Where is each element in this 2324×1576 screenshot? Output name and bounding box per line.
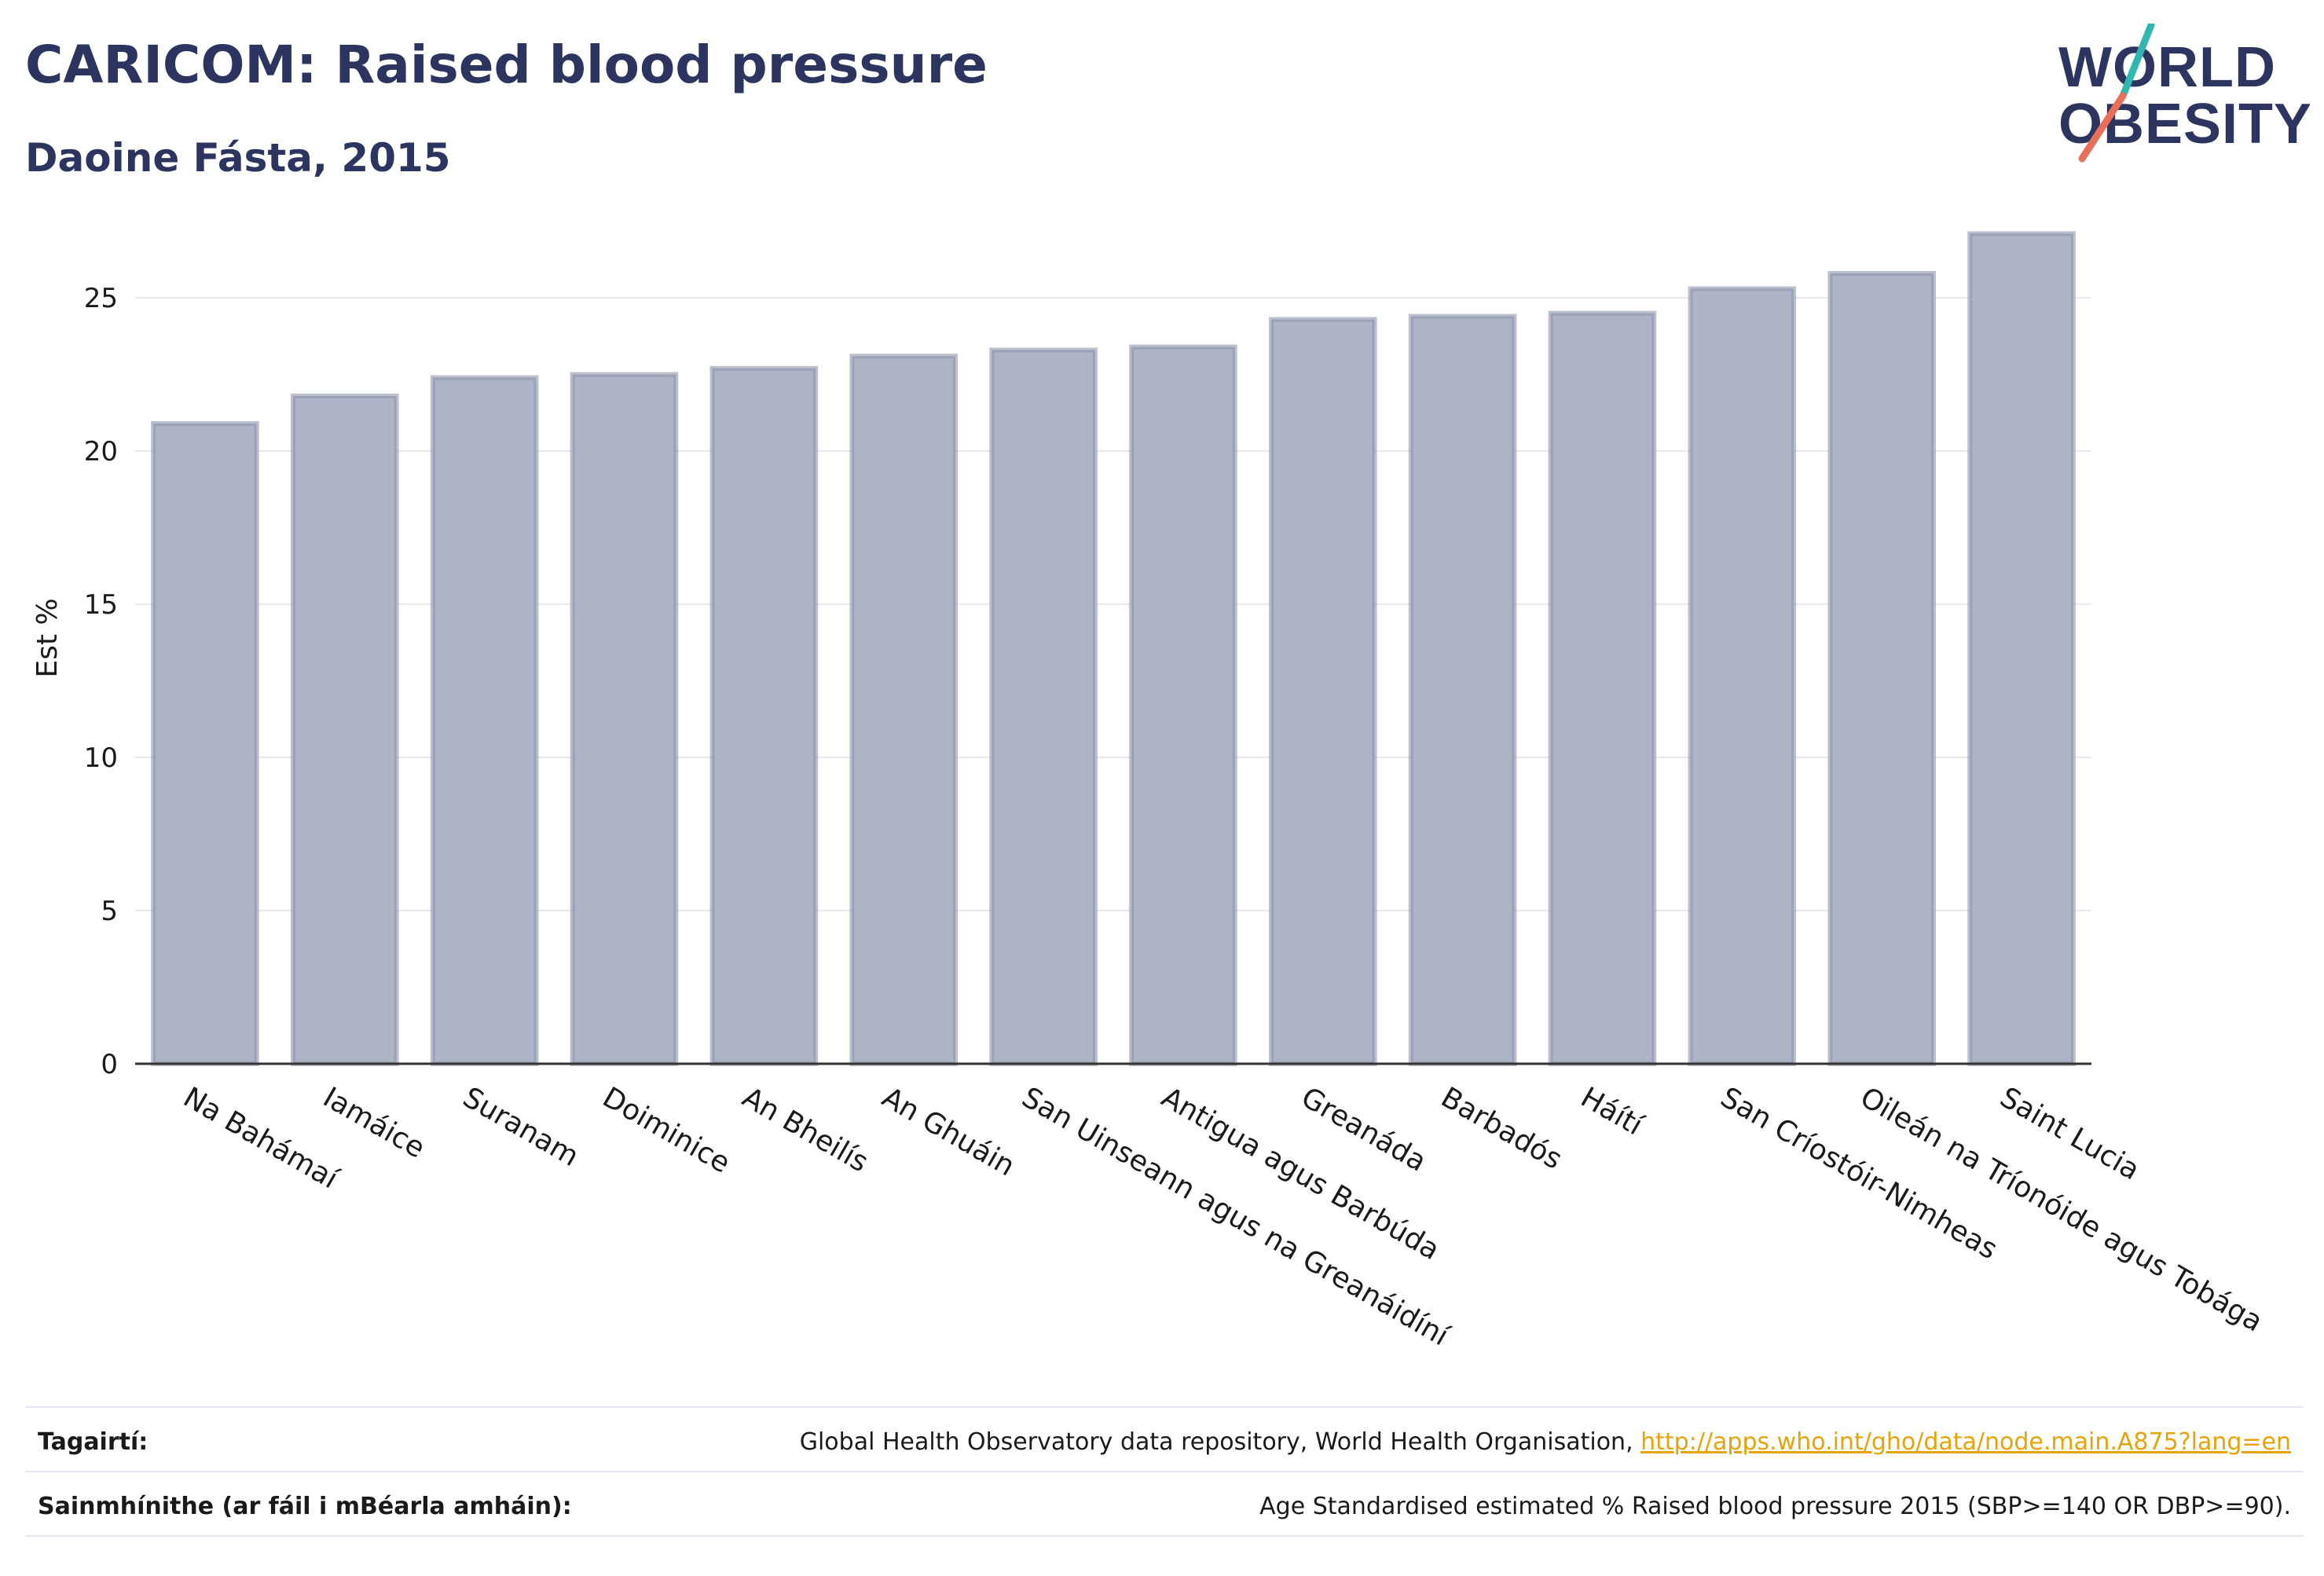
y-tick-label-5: 5: [101, 896, 118, 927]
y-tick-label-15: 15: [84, 589, 118, 621]
y-tick-label-25: 25: [84, 283, 118, 314]
bar-0: [151, 421, 259, 1066]
definitions-text: Age Standardised estimated % Raised bloo…: [1259, 1493, 2291, 1520]
footer-divider-middle: [25, 1471, 2304, 1472]
bar-4: [709, 365, 819, 1067]
bar-1: [290, 393, 399, 1066]
y-axis-label: Est %: [31, 598, 64, 677]
references-label: Tagairtí:: [38, 1428, 148, 1456]
bar-8: [1268, 317, 1377, 1067]
bar-11: [1688, 286, 1797, 1067]
y-tick-label-20: 20: [84, 436, 118, 467]
world-obesity-logo: WORLD OBESITY: [2058, 24, 2310, 163]
footer-divider-top: [25, 1406, 2304, 1408]
references-text: Global Health Observatory data repositor…: [799, 1428, 1641, 1456]
bar-3: [570, 372, 679, 1066]
x-tick-label-5: An Ghuáin: [877, 1081, 1021, 1182]
bar-2: [430, 375, 539, 1066]
bar-13: [1967, 231, 2076, 1067]
references-value: Global Health Observatory data repositor…: [800, 1428, 2291, 1456]
bar-5: [849, 354, 959, 1066]
bar-7: [1129, 344, 1237, 1066]
chart-subtitle: Daoine Fásta, 2015: [25, 135, 451, 181]
definitions-label: Sainmhínithe (ar fáil i mBéarla amháin):: [38, 1493, 572, 1520]
logo-text-world: WORLD: [2058, 36, 2276, 99]
chart-title: CARICOM: Raised blood pressure: [25, 35, 988, 95]
logo-slash-coral: [2078, 92, 2127, 163]
y-tick-label-10: 10: [84, 742, 118, 774]
references-row: Tagairtí: Global Health Observatory data…: [25, 1414, 2304, 1469]
x-tick-label-3: Doiminice: [597, 1081, 735, 1179]
bar-9: [1408, 313, 1517, 1066]
y-tick-label-0: 0: [101, 1049, 118, 1080]
bar-10: [1548, 310, 1657, 1066]
x-tick-label-4: An Bheilís: [737, 1081, 874, 1178]
x-tick-label-1: Iamáice: [317, 1081, 430, 1164]
bar-12: [1827, 270, 1937, 1067]
x-tick-label-0: Na Bahámaí: [178, 1081, 343, 1196]
definitions-row: Sainmhínithe (ar fáil i mBéarla amháin):…: [25, 1479, 2304, 1534]
logo-slash-teal: [2119, 24, 2155, 100]
x-tick-label-9: Barbadós: [1435, 1081, 1567, 1176]
bar-6: [989, 347, 1098, 1066]
footer-divider-bottom: [25, 1535, 2304, 1537]
references-link[interactable]: http://apps.who.int/gho/data/node.main.A…: [1640, 1428, 2291, 1456]
x-tick-label-10: Háítí: [1575, 1081, 1648, 1142]
x-tick-label-2: Suranam: [457, 1081, 584, 1173]
